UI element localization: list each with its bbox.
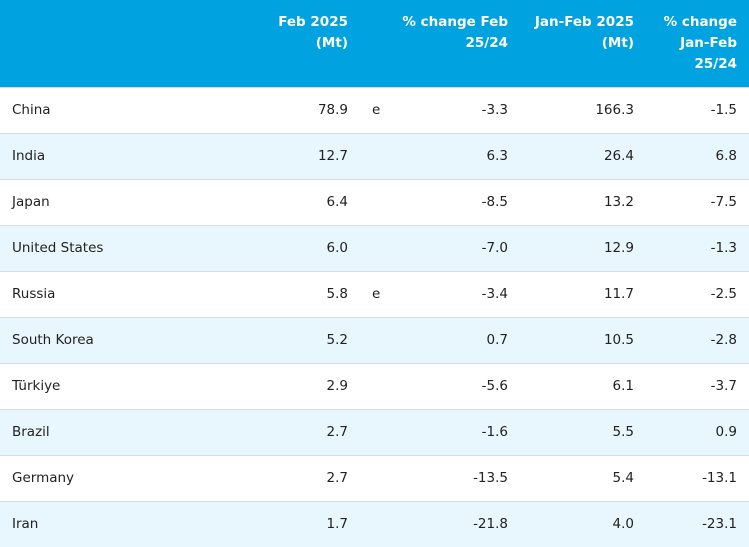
feb-change-cell: 0.7 [400,316,520,363]
jan-feb-value-cell: 12.9 [520,224,646,271]
feb-change-cell: -3.4 [400,270,520,317]
estimate-flag-cell [360,362,400,409]
estimate-flag-cell [360,132,400,179]
feb-value-cell: 5.2 [260,316,360,363]
header-flag [360,0,400,87]
country-cell: China [0,86,260,133]
feb-change-cell: -3.3 [400,86,520,133]
jan-feb-change-cell: 0.9 [646,408,749,455]
jan-feb-value-cell: 26.4 [520,132,646,179]
feb-change-cell: -13.5 [400,454,520,501]
header-row: Feb 2025 (Mt) % change Feb 25/24 Jan-Feb… [0,0,749,87]
feb-value-cell: 2.9 [260,362,360,409]
table-row: India 12.7 6.3 26.4 6.8 [0,132,749,179]
table-row: United States 6.0 -7.0 12.9 -1.3 [0,224,749,271]
table-body: China 78.9 e -3.3 166.3 -1.5 India 12.7 … [0,86,749,547]
header-jan-feb-change: % change Jan-Feb 25/24 [663,14,737,72]
table-row: South Korea 5.2 0.7 10.5 -2.8 [0,316,749,363]
country-cell: Iran [0,500,260,547]
country-cell: Brazil [0,408,260,455]
jan-feb-value-cell: 4.0 [520,500,646,547]
table-row: China 78.9 e -3.3 166.3 -1.5 [0,86,749,133]
jan-feb-value-cell: 11.7 [520,270,646,317]
jan-feb-change-cell: -1.5 [646,86,749,133]
estimate-flag-cell [360,500,400,547]
feb-value-cell: 5.8 [260,270,360,317]
country-cell: Germany [0,454,260,501]
estimate-flag-cell [360,408,400,455]
jan-feb-change-cell: -23.1 [646,500,749,547]
estimate-flag-cell [360,224,400,271]
table-row: Türkiye 2.9 -5.6 6.1 -3.7 [0,362,749,409]
estimate-flag-cell [360,454,400,501]
table-row: Brazil 2.7 -1.6 5.5 0.9 [0,408,749,455]
jan-feb-change-cell: -2.8 [646,316,749,363]
table-row: Germany 2.7 -13.5 5.4 -13.1 [0,454,749,501]
feb-value-cell: 2.7 [260,454,360,501]
estimate-flag-cell [360,316,400,363]
feb-change-cell: -8.5 [400,178,520,225]
jan-feb-value-cell: 5.4 [520,454,646,501]
feb-change-cell: -5.6 [400,362,520,409]
jan-feb-change-cell: 6.8 [646,132,749,179]
table-row: Iran 1.7 -21.8 4.0 -23.1 [0,500,749,547]
feb-change-cell: -1.6 [400,408,520,455]
jan-feb-value-cell: 166.3 [520,86,646,133]
country-cell: United States [0,224,260,271]
header-country [0,0,260,87]
estimate-flag-cell: e [360,86,400,133]
table-header: Feb 2025 (Mt) % change Feb 25/24 Jan-Feb… [0,0,749,87]
feb-value-cell: 78.9 [260,86,360,133]
feb-value-cell: 12.7 [260,132,360,179]
feb-change-cell: 6.3 [400,132,520,179]
country-cell: Türkiye [0,362,260,409]
jan-feb-value-cell: 6.1 [520,362,646,409]
feb-value-cell: 2.7 [260,408,360,455]
jan-feb-value-cell: 13.2 [520,178,646,225]
header-jan-feb-2025: Jan-Feb 2025 (Mt) [534,14,634,51]
table-row: Japan 6.4 -8.5 13.2 -7.5 [0,178,749,225]
country-cell: Russia [0,270,260,317]
feb-value-cell: 6.4 [260,178,360,225]
jan-feb-change-cell: -13.1 [646,454,749,501]
country-cell: India [0,132,260,179]
feb-value-cell: 1.7 [260,500,360,547]
header-feb-2025: Feb 2025 (Mt) [278,14,348,51]
jan-feb-value-cell: 10.5 [520,316,646,363]
feb-change-cell: -7.0 [400,224,520,271]
jan-feb-change-cell: -3.7 [646,362,749,409]
feb-value-cell: 6.0 [260,224,360,271]
jan-feb-value-cell: 5.5 [520,408,646,455]
estimate-flag-cell: e [360,270,400,317]
header-feb-change: % change Feb 25/24 [402,14,508,51]
country-cell: South Korea [0,316,260,363]
jan-feb-change-cell: -1.3 [646,224,749,271]
feb-change-cell: -21.8 [400,500,520,547]
table-row: Russia 5.8 e -3.4 11.7 -2.5 [0,270,749,317]
country-cell: Japan [0,178,260,225]
estimate-flag-cell [360,178,400,225]
jan-feb-change-cell: -2.5 [646,270,749,317]
jan-feb-change-cell: -7.5 [646,178,749,225]
